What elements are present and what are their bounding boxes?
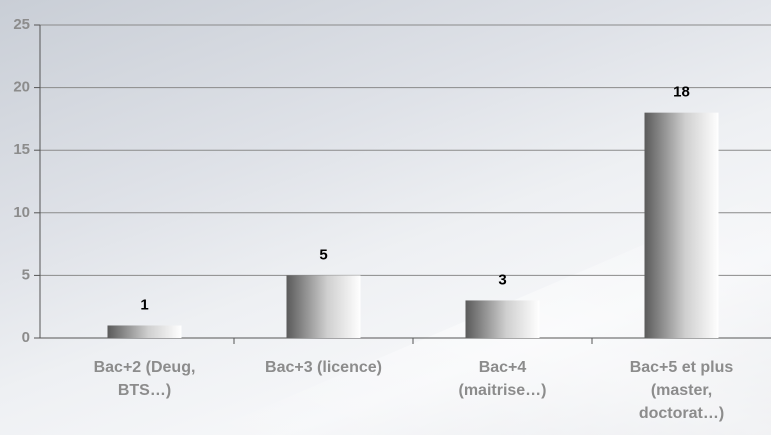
bar: [644, 112, 719, 338]
bar: [107, 325, 182, 338]
y-tick-label: 0: [22, 329, 30, 346]
y-tick-label: 20: [13, 79, 30, 96]
data-label: 5: [319, 246, 327, 263]
data-label: 1: [140, 296, 148, 313]
y-tick-label: 5: [22, 266, 30, 283]
data-label: 18: [673, 84, 690, 101]
x-tick-label: Bac+5 et plus (master, doctorat…): [629, 359, 734, 422]
data-label: 3: [498, 271, 506, 288]
bar: [286, 275, 361, 338]
x-tick-label: Bac+2 (Deug, BTS…): [93, 359, 196, 399]
x-tick-label: Bac+4 (maitrise…): [458, 359, 547, 399]
y-tick-label: 15: [13, 141, 30, 158]
bar: [465, 300, 540, 338]
y-tick-label: 25: [13, 16, 30, 33]
x-tick-label: Bac+3 (licence): [265, 359, 382, 376]
y-tick-label: 10: [13, 204, 30, 221]
